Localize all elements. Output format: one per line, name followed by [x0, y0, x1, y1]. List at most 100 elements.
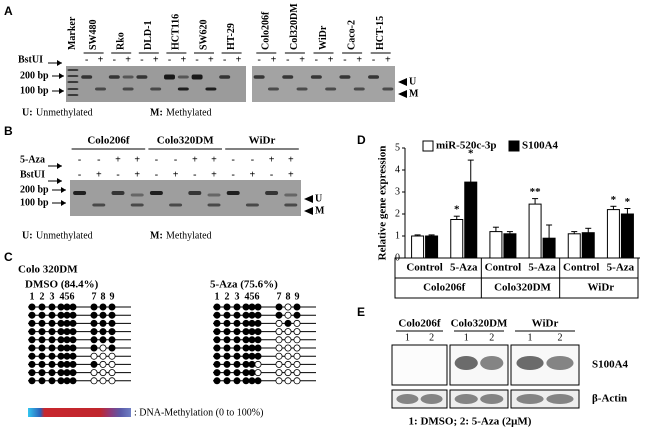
sign: + [288, 154, 294, 165]
bar [528, 203, 542, 259]
sign: - [372, 54, 375, 65]
cpg-site [254, 328, 262, 336]
lane-label: Col320DM [289, 3, 300, 50]
site-label: 3 [235, 291, 240, 302]
gel-band [253, 75, 265, 79]
lane-label: 2 [557, 332, 562, 343]
y-tick-label: 5 [395, 142, 400, 153]
cpg-site [108, 336, 116, 344]
gel-band [169, 203, 183, 207]
cpg-site [233, 377, 241, 385]
site-label: 8 [286, 291, 291, 302]
cpg-site [213, 303, 221, 311]
bar [411, 235, 425, 259]
sign: + [356, 54, 362, 65]
gel [66, 66, 246, 102]
lane-label: SW620 [198, 19, 209, 50]
sign: - [140, 54, 143, 65]
cpg-site [284, 328, 292, 336]
x-tick-label: 5-Aza [528, 262, 556, 274]
sign: - [155, 169, 158, 180]
cpg-site [223, 319, 231, 327]
y-axis-label: Relative gene expression [377, 146, 389, 261]
band-label: U [409, 76, 416, 87]
sign: - [193, 169, 196, 180]
arrow-head [304, 207, 313, 215]
site-label: 3 [50, 291, 55, 302]
cpg-site [284, 336, 292, 344]
cpg-site [213, 311, 221, 319]
cpg-site [63, 377, 71, 385]
y-tick-label: 4 [395, 164, 400, 175]
cpg-site [275, 377, 283, 385]
y-tick-label: 3 [395, 186, 400, 197]
methylation-scale [28, 408, 131, 417]
cpg-site [284, 360, 292, 368]
gel-band [207, 193, 221, 197]
cpg-site [284, 369, 292, 377]
enzyme-label: BstUI [20, 169, 45, 180]
cpg-site [69, 369, 77, 377]
cpg-site [248, 319, 256, 327]
cpg-site [38, 328, 46, 336]
cpg-site [233, 369, 241, 377]
sign: + [115, 154, 121, 165]
significance: * [611, 194, 617, 206]
cpg-site [90, 352, 98, 360]
site-label: 1 [30, 291, 35, 302]
legend-text: M: [150, 107, 163, 118]
cpg-site [223, 328, 231, 336]
significance: * [625, 196, 631, 208]
group-label: WiDr [249, 135, 276, 147]
cpg-site [57, 360, 65, 368]
group-label: WiDr [532, 318, 559, 330]
cpg-site [248, 377, 256, 385]
site-label: 7 [92, 291, 97, 302]
cpg-site [48, 319, 56, 327]
cpg-site [233, 303, 241, 311]
cpg-site [233, 311, 241, 319]
cpg-site [63, 352, 71, 360]
cpg-site [108, 352, 116, 360]
cpg-site [254, 311, 262, 319]
cpg-site [63, 360, 71, 368]
lane-label: Rko [115, 32, 126, 50]
cpg-site [213, 369, 221, 377]
cpg-site [213, 344, 221, 352]
cpg-site [69, 344, 77, 352]
x-tick-label: 5-Aza [607, 262, 635, 274]
bar [450, 219, 464, 259]
lane-label: WiDr [318, 25, 329, 50]
cpg-site [63, 336, 71, 344]
sign: + [208, 54, 214, 65]
band-label: U [315, 193, 322, 204]
cpg-site [284, 377, 292, 385]
cpg-site [293, 319, 301, 327]
cpg-site [90, 328, 98, 336]
marker-label: 200 bp [20, 70, 49, 81]
site-label: 9 [295, 291, 300, 302]
cpg-site [38, 303, 46, 311]
y-tick-label: 2 [395, 208, 400, 219]
gel-band [67, 94, 79, 96]
cpg-site [69, 311, 77, 319]
cpg-site [275, 369, 283, 377]
scale-label: : DNA-Methylation (0 to 100%) [134, 407, 263, 418]
band-label: M [409, 88, 419, 99]
cpg-site [48, 344, 56, 352]
cpg-site [213, 336, 221, 344]
site-label: 456 [60, 291, 75, 302]
sign: - [195, 54, 198, 65]
gel-band [122, 87, 134, 91]
cpg-site [38, 369, 46, 377]
cpg-site [108, 319, 116, 327]
group-label: Colo320DM [157, 135, 214, 147]
sign: + [125, 54, 131, 65]
lane-label: SW480 [88, 19, 99, 50]
lane-label: Caco-2 [346, 20, 357, 50]
gel-band [188, 191, 202, 195]
cpg-site [28, 377, 36, 385]
cpg-site [28, 369, 36, 377]
cpg-site [57, 377, 65, 385]
